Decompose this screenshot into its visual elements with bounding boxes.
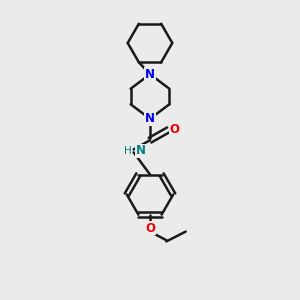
Text: N: N: [136, 144, 146, 157]
Text: H: H: [124, 146, 131, 156]
Text: O: O: [145, 221, 155, 235]
Text: N: N: [145, 112, 155, 125]
Text: O: O: [169, 123, 179, 136]
Text: N: N: [145, 68, 155, 81]
